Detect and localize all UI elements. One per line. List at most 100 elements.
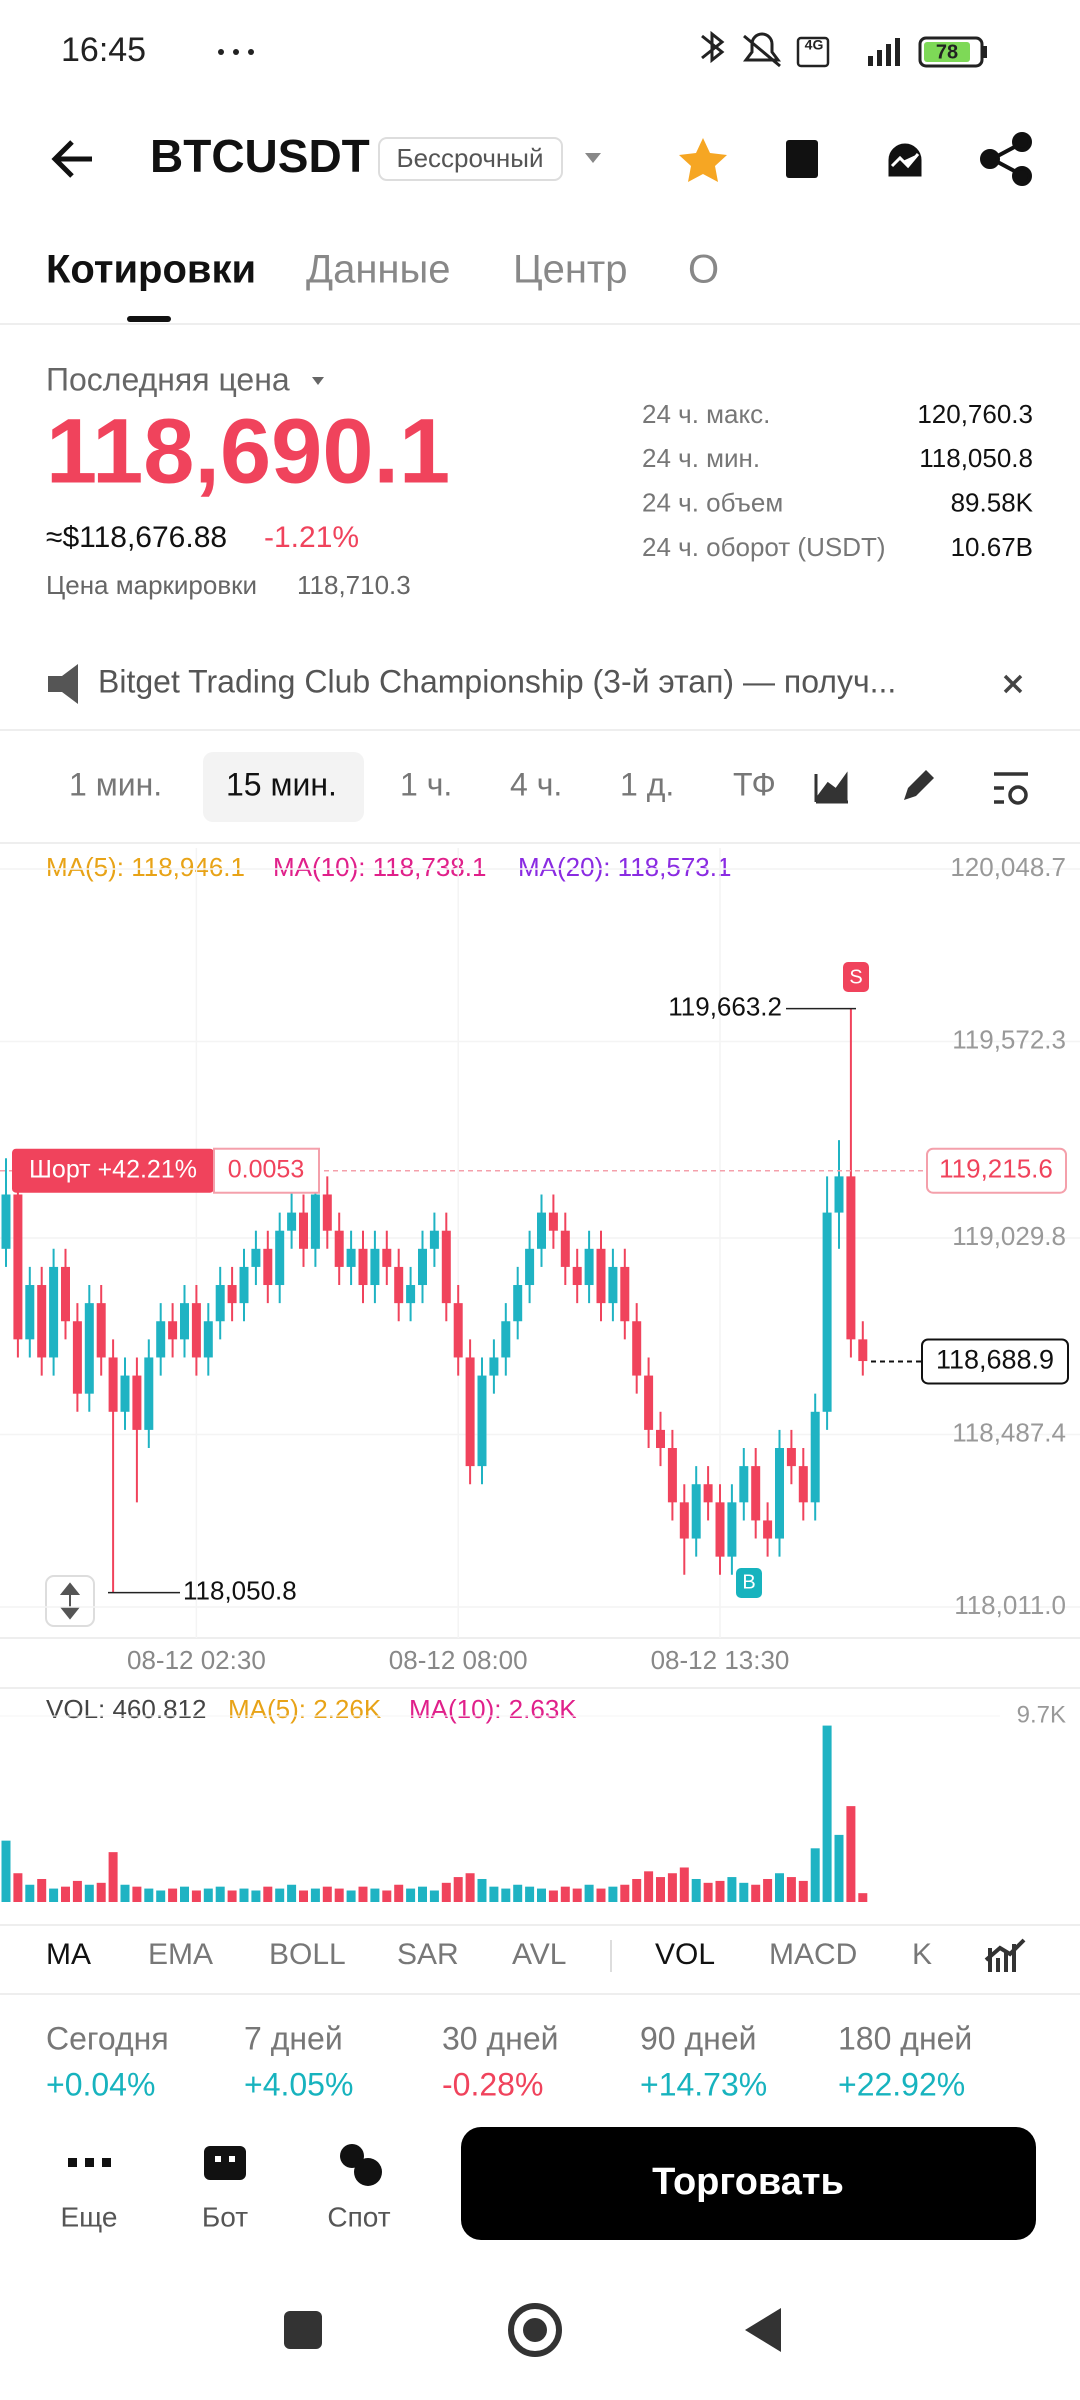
settings-icon[interactable] bbox=[994, 772, 1028, 805]
last-price: 118,690.1 bbox=[46, 400, 450, 502]
candle-body bbox=[25, 1285, 35, 1340]
period-label: 7 дней bbox=[244, 2020, 343, 2056]
favorite-star[interactable] bbox=[679, 138, 727, 182]
volume-bar bbox=[656, 1877, 665, 1902]
volume-bar bbox=[61, 1886, 70, 1902]
candle-body bbox=[441, 1230, 451, 1304]
indicator[interactable]: BOLL bbox=[269, 1938, 346, 1971]
label-arrow bbox=[312, 377, 324, 385]
timeframe[interactable]: 1 д. bbox=[620, 766, 674, 802]
position-price-box bbox=[926, 1147, 1067, 1194]
candle-body bbox=[715, 1502, 725, 1557]
more-icon[interactable] bbox=[68, 2158, 77, 2167]
volume-bar bbox=[13, 1873, 23, 1902]
back-button[interactable] bbox=[51, 140, 92, 178]
position-size-box bbox=[213, 1147, 320, 1194]
indicator[interactable]: SAR bbox=[397, 1938, 459, 1971]
battery: 78 bbox=[936, 41, 958, 63]
notes-icon[interactable] bbox=[786, 140, 818, 178]
candle-body bbox=[751, 1466, 761, 1521]
y-tick-label: 118,011.0 bbox=[954, 1590, 1066, 1620]
volume-bar bbox=[477, 1878, 487, 1902]
indicator[interactable]: AVL bbox=[512, 1938, 566, 1971]
tab[interactable]: Данные bbox=[306, 248, 451, 292]
ma-legend: MA(10): 118,738.1 bbox=[273, 852, 486, 882]
candle-body bbox=[275, 1230, 285, 1286]
volume-bar bbox=[441, 1882, 451, 1902]
position-label: Шорт +42.21% bbox=[29, 1155, 197, 1183]
tab[interactable]: Котировки bbox=[46, 248, 256, 292]
mute-icon bbox=[743, 32, 781, 68]
indicator[interactable]: K bbox=[912, 1938, 932, 1971]
period-label: 30 дней bbox=[442, 2020, 559, 2056]
action-label[interactable]: Еще bbox=[61, 2201, 118, 2232]
volume-bar bbox=[180, 1886, 189, 1902]
trade-button[interactable] bbox=[461, 2127, 1036, 2240]
stat-label: 24 ч. мин. bbox=[642, 443, 760, 473]
timeframe[interactable]: 1 мин. bbox=[69, 766, 162, 802]
indicator-settings[interactable] bbox=[984, 1938, 1026, 1972]
volume-bar bbox=[798, 1880, 808, 1902]
alert-icon[interactable] bbox=[885, 140, 925, 180]
nav-home[interactable] bbox=[508, 2303, 562, 2357]
volume-bar bbox=[132, 1886, 142, 1902]
candle-body bbox=[548, 1212, 558, 1231]
position-price: 119,215.6 bbox=[939, 1154, 1053, 1184]
volume-bar bbox=[822, 1725, 832, 1902]
tab[interactable]: О bbox=[688, 248, 719, 292]
battery-frame bbox=[918, 36, 984, 68]
nav-back[interactable] bbox=[745, 2308, 781, 2352]
status-icons bbox=[218, 30, 987, 68]
volume-bar bbox=[775, 1873, 784, 1902]
candle-body bbox=[477, 1375, 487, 1467]
volume-bar bbox=[156, 1890, 166, 1902]
trade-label[interactable]: Торговать bbox=[652, 2161, 844, 2203]
candle-body bbox=[394, 1266, 404, 1304]
buy-marker: B bbox=[742, 1571, 755, 1593]
spot-icon[interactable] bbox=[340, 2144, 364, 2168]
signal-bar bbox=[895, 38, 900, 66]
action-label[interactable]: Бот bbox=[202, 2201, 248, 2232]
stat-value: 118,050.8 bbox=[919, 443, 1033, 473]
chart-type-icon[interactable] bbox=[814, 771, 848, 804]
indicator[interactable]: MACD bbox=[769, 1938, 857, 1971]
volume-bar bbox=[703, 1882, 713, 1902]
draw-icon[interactable] bbox=[904, 770, 934, 800]
candle-body bbox=[191, 1303, 201, 1358]
period-change: +0.04% bbox=[46, 2066, 155, 2102]
dropdown-arrow[interactable] bbox=[585, 153, 601, 163]
position-tag bbox=[12, 1148, 214, 1193]
scale-arrows bbox=[59, 1582, 81, 1620]
period-label: Сегодня bbox=[46, 2020, 169, 2056]
share-icon[interactable] bbox=[980, 132, 1032, 186]
timeframe[interactable]: 1 ч. bbox=[400, 766, 452, 802]
bluetooth-icon bbox=[701, 30, 725, 64]
volume-bar bbox=[72, 1880, 82, 1902]
timeframe[interactable]: 4 ч. bbox=[510, 766, 562, 802]
timeframe[interactable]: ТФ bbox=[733, 766, 776, 802]
indicator[interactable]: EMA bbox=[148, 1938, 213, 1971]
volume-bar bbox=[168, 1888, 178, 1902]
close-banner[interactable] bbox=[1003, 674, 1023, 694]
action-label[interactable]: Спот bbox=[327, 2201, 390, 2232]
tab[interactable]: Центр bbox=[513, 248, 628, 292]
volume-bar bbox=[786, 1877, 796, 1902]
dot bbox=[233, 49, 239, 55]
bot-icon[interactable] bbox=[204, 2146, 246, 2180]
volume-bar bbox=[215, 1886, 225, 1902]
timeframe[interactable]: 15 мин. bbox=[226, 766, 337, 802]
banner[interactable]: Bitget Trading Club Championship (3-й эт… bbox=[98, 663, 896, 699]
dot bbox=[248, 49, 254, 55]
badge: Бессрочный bbox=[397, 143, 544, 173]
nav-recent[interactable] bbox=[284, 2311, 322, 2349]
indicator[interactable]: MA bbox=[46, 1938, 91, 1971]
candle-body bbox=[156, 1321, 166, 1358]
volume-bar bbox=[667, 1873, 677, 1902]
candle-body bbox=[608, 1266, 618, 1304]
indicator[interactable]: VOL bbox=[655, 1938, 715, 1971]
megaphone-icon bbox=[48, 664, 78, 704]
candle-body bbox=[739, 1466, 749, 1503]
change: -1.21% bbox=[264, 521, 359, 554]
volume-bar bbox=[620, 1884, 630, 1902]
candle-body bbox=[822, 1212, 832, 1412]
